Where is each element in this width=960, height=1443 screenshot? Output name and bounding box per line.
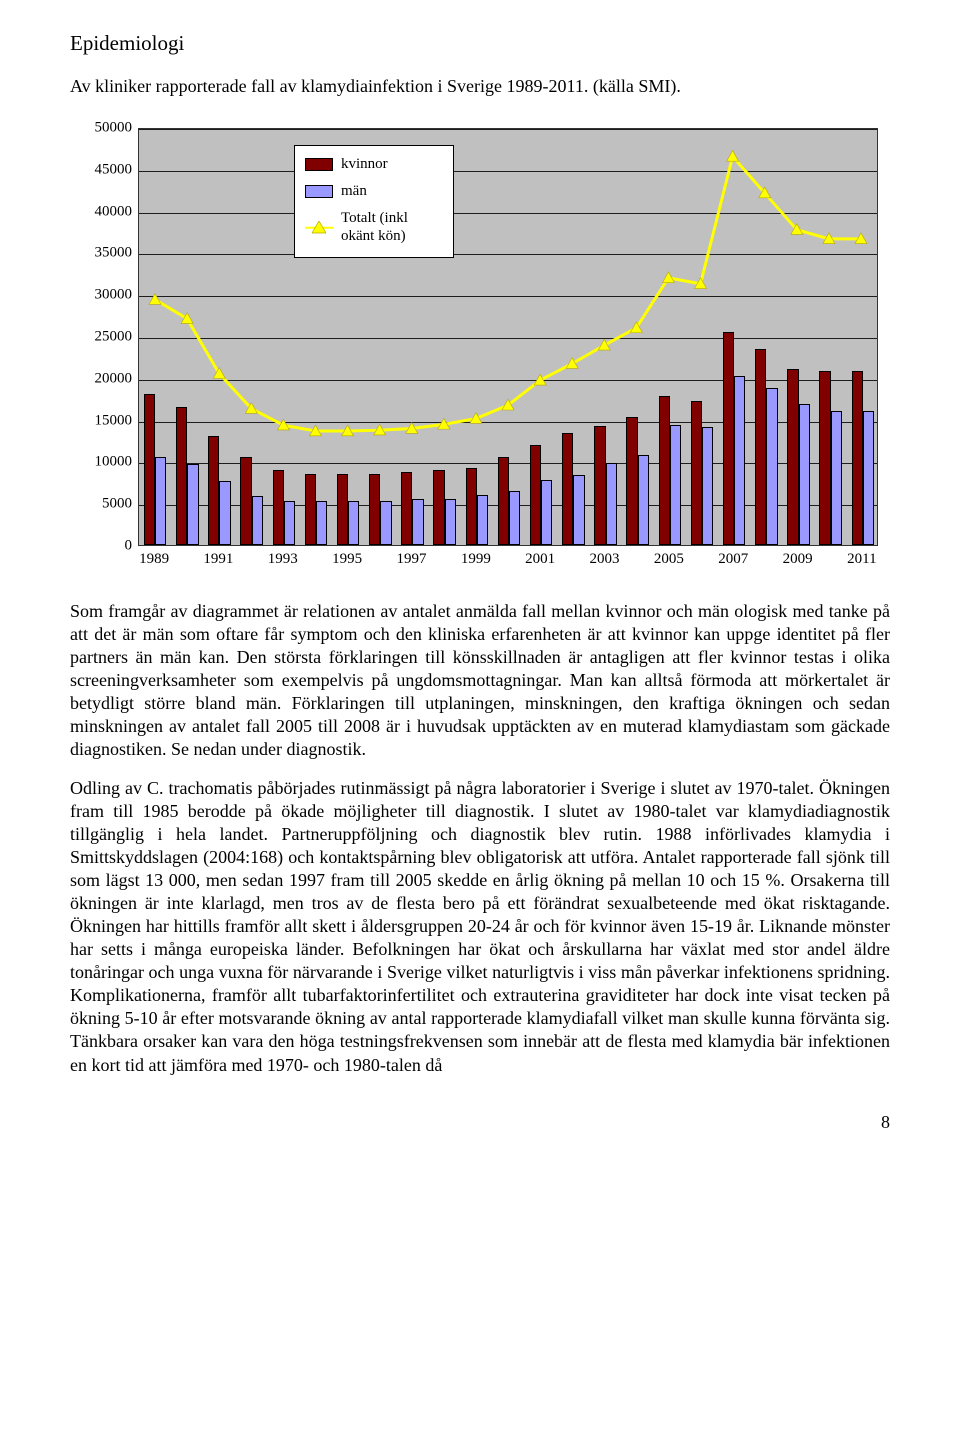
- chart-line-marker: [149, 293, 161, 304]
- x-axis: 1989 1991 1993 1995 1997 1999 2001 2003 2005 2007…: [138, 550, 878, 570]
- legend-label-totalt: Totalt (inkl okänt kön): [341, 210, 443, 245]
- x-tick-label: 1999: [461, 550, 491, 569]
- y-tick-label: 40000: [70, 202, 132, 221]
- x-tick-label: 1997: [396, 550, 426, 569]
- x-tick-label: 1991: [203, 550, 233, 569]
- legend-swatch-kvinnor: [305, 158, 333, 171]
- y-tick-label: 5000: [70, 495, 132, 514]
- paragraph-1: Som framgår av diagrammet är relationen …: [70, 600, 890, 761]
- x-tick-label: 2003: [590, 550, 620, 569]
- x-tick-label: 2001: [525, 550, 555, 569]
- page-heading: Epidemiologi: [70, 30, 890, 57]
- chart-line-marker: [181, 313, 193, 324]
- x-tick-label: 2011: [847, 550, 876, 569]
- chart-plot-area: kvinnor män Totalt (inkl okänt kön): [138, 128, 878, 546]
- paragraph-2: Odling av C. trachomatis påbörjades ruti…: [70, 777, 890, 1076]
- chart-line-layer: [139, 129, 877, 545]
- legend-item-man: män: [305, 183, 443, 200]
- y-tick-label: 25000: [70, 327, 132, 346]
- x-tick-label: 2009: [783, 550, 813, 569]
- x-tick-label: 2007: [718, 550, 748, 569]
- legend-swatch-man: [305, 185, 333, 198]
- legend-swatch-line: [305, 221, 333, 235]
- chart-subtitle: Av kliniker rapporterade fall av klamydi…: [70, 75, 890, 98]
- y-tick-label: 45000: [70, 160, 132, 179]
- x-tick-label: 2005: [654, 550, 684, 569]
- y-tick-label: 0: [70, 536, 132, 555]
- y-tick-label: 50000: [70, 118, 132, 137]
- legend-item-kvinnor: kvinnor: [305, 156, 443, 173]
- y-tick-label: 15000: [70, 411, 132, 430]
- x-tick-label: 1993: [268, 550, 298, 569]
- chart-container: 0 5000 10000 15000 20000 25000 30000 35000 40000…: [70, 118, 890, 588]
- page-number: 8: [70, 1111, 890, 1134]
- chart-line-marker: [566, 358, 578, 369]
- chart-line-marker: [727, 150, 739, 161]
- legend-item-totalt: Totalt (inkl okänt kön): [305, 210, 443, 245]
- chart-legend: kvinnor män Totalt (inkl okänt kön): [294, 145, 454, 258]
- x-tick-label: 1989: [139, 550, 169, 569]
- legend-label-kvinnor: kvinnor: [341, 156, 388, 173]
- legend-label-man: män: [341, 183, 367, 200]
- chart-total-line: [155, 156, 861, 431]
- y-tick-label: 30000: [70, 286, 132, 305]
- y-tick-label: 20000: [70, 369, 132, 388]
- y-tick-label: 10000: [70, 453, 132, 472]
- x-tick-label: 1995: [332, 550, 362, 569]
- body-text: Som framgår av diagrammet är relationen …: [70, 600, 890, 1077]
- y-axis: 0500010000150002000025000300003500040000…: [70, 128, 132, 546]
- y-tick-label: 35000: [70, 244, 132, 263]
